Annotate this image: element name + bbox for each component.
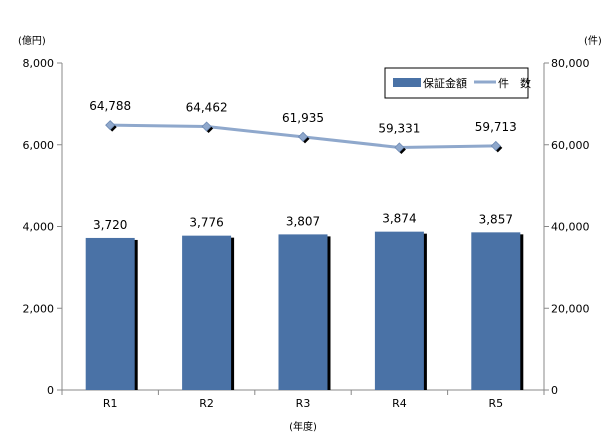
bar [278, 234, 328, 390]
point-marker [490, 140, 501, 151]
point-marker [297, 131, 309, 142]
right-axis-unit: (件) [584, 35, 602, 47]
x-tick-label: R1 [103, 397, 118, 410]
point-data-label: 59,713 [475, 120, 517, 134]
left-tick-label: 0 [47, 384, 54, 397]
bar-data-label: 3,857 [479, 212, 513, 226]
left-tick-label: 2,000 [23, 302, 55, 315]
legend-line-label: 件 数 [498, 77, 531, 90]
legend: 保証金額 件 数 [384, 67, 531, 99]
bar-data-label: 3,720 [93, 218, 127, 232]
x-axis-ticks: R1 R2 R3 R4 R5 [61, 390, 545, 410]
left-tick-label: 8,000 [23, 57, 55, 70]
left-axis-unit: (億円) [18, 34, 46, 47]
data-labels: 3,720 3,776 3,807 3,874 3,857 64,788 64,462 61,… [89, 99, 517, 232]
x-tick-label: R5 [488, 397, 503, 410]
bar-data-label: 3,874 [382, 212, 416, 226]
point-data-label: 64,462 [186, 101, 228, 115]
right-axis-ticks: 0 20,000 40,000 60,000 80,000 [544, 57, 590, 397]
point-data-label: 59,331 [378, 121, 420, 135]
bar-data-label: 3,776 [189, 216, 223, 230]
bar-data-label: 3,807 [286, 214, 320, 228]
bar [374, 231, 424, 390]
point-data-label: 61,935 [282, 111, 324, 125]
point-marker [105, 120, 116, 131]
left-tick-label: 4,000 [23, 221, 55, 234]
point-marker [201, 121, 212, 132]
point-data-label: 64,788 [89, 99, 131, 113]
x-tick-label: R4 [392, 397, 407, 410]
bar-series [85, 231, 524, 390]
x-tick-label: R2 [199, 397, 214, 410]
right-tick-label: 20,000 [551, 302, 590, 315]
right-tick-label: 0 [551, 384, 558, 397]
line-series [105, 120, 503, 154]
left-tick-label: 6,000 [23, 139, 55, 152]
legend-bar-label: 保証金額 [423, 76, 467, 90]
bar [471, 232, 521, 390]
point-marker [394, 142, 405, 153]
bar [182, 235, 232, 390]
right-tick-label: 40,000 [551, 221, 590, 234]
right-tick-label: 60,000 [551, 139, 590, 152]
legend-bar-swatch [393, 78, 421, 87]
x-axis-label: (年度) [289, 420, 317, 433]
left-axis-ticks: 0 2,000 4,000 6,000 8,000 [23, 57, 62, 397]
x-tick-label: R3 [296, 397, 311, 410]
right-tick-label: 80,000 [551, 57, 590, 70]
bar [85, 237, 135, 390]
